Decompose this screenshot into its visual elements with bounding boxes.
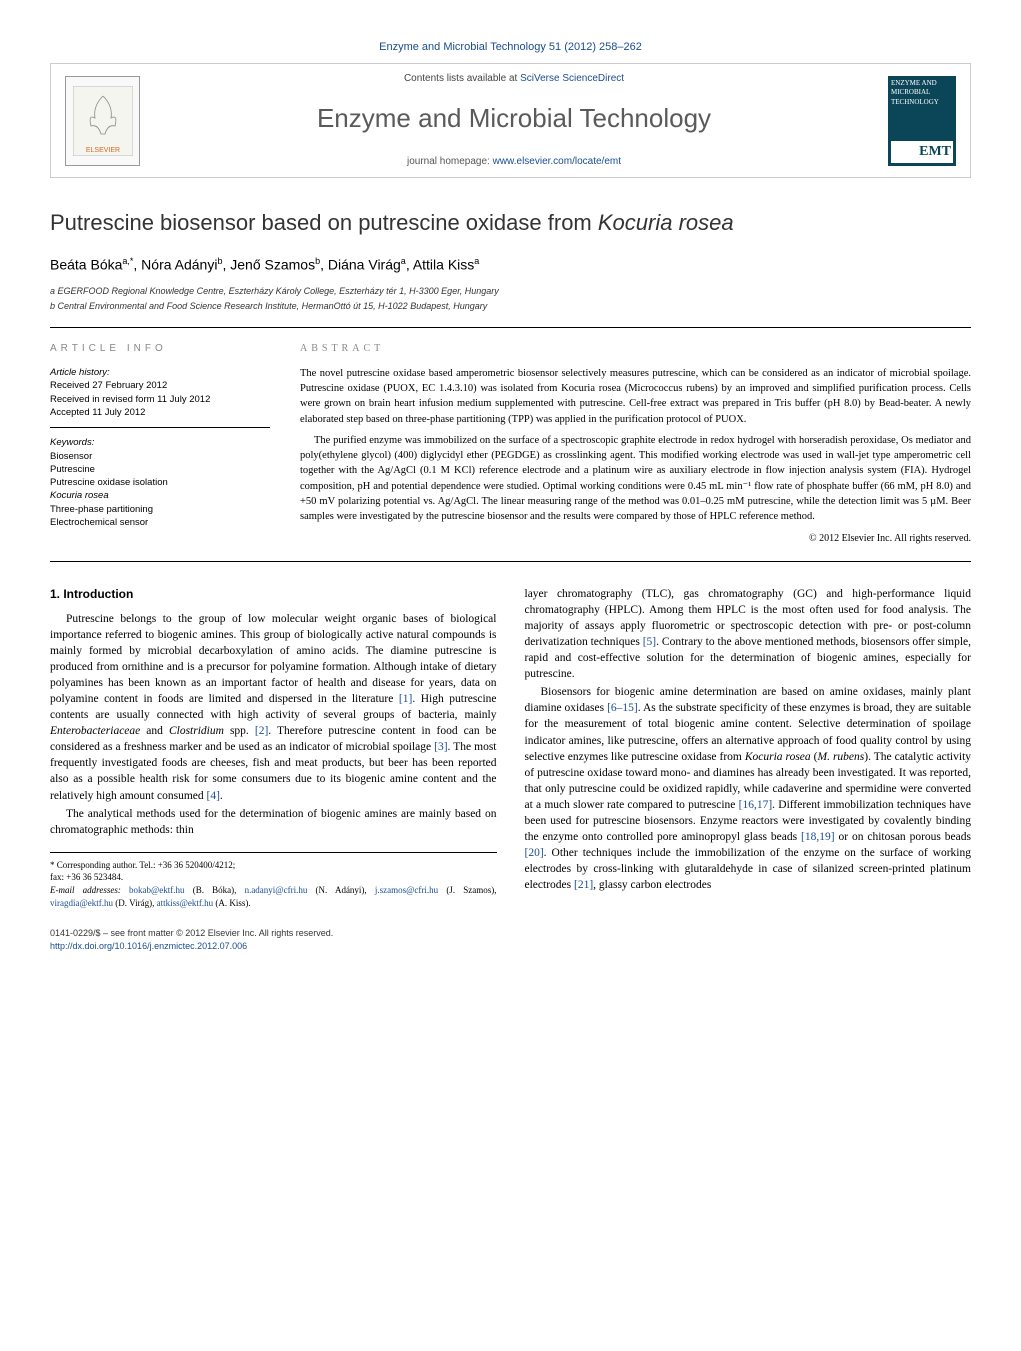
section-1-heading: 1. Introduction <box>50 586 497 603</box>
em-mrubens: M. rubens <box>818 751 865 763</box>
homepage-prefix: journal homepage: <box>407 156 493 167</box>
sciencedirect-link[interactable]: SciVerse ScienceDirect <box>520 73 624 84</box>
history-label: Article history: <box>50 366 270 379</box>
ref-20[interactable]: [20] <box>525 847 544 859</box>
body-two-columns: 1. Introduction Putrescine belongs to th… <box>50 586 971 909</box>
cover-emt-badge: EMT <box>891 141 953 163</box>
journal-cover-thumb: ENZYME AND MICROBIAL TECHNOLOGY EMT <box>888 76 956 166</box>
svg-text:ELSEVIER: ELSEVIER <box>85 147 119 154</box>
keywords-block: Keywords: BiosensorPutrescinePutrescine … <box>50 436 270 537</box>
emails-label: E-mail addresses: <box>50 885 129 895</box>
abstract-text: The novel putrescine oxidase based amper… <box>300 366 971 547</box>
email-5[interactable]: attkiss@ektf.hu <box>157 898 214 908</box>
keyword-item: Biosensor <box>50 450 270 463</box>
ref-4[interactable]: [4] <box>207 790 220 802</box>
history-received: Received 27 February 2012 <box>50 379 270 392</box>
page-container: Enzyme and Microbial Technology 51 (2012… <box>0 0 1021 992</box>
contents-available-line: Contents lists available at SciVerse Sci… <box>154 72 874 86</box>
ref-6-15[interactable]: [6–15] <box>607 702 638 714</box>
fax-line: fax: +36 36 523484. <box>50 871 497 884</box>
journal-header: ELSEVIER Contents lists available at Sci… <box>50 63 971 177</box>
bottom-bar: 0141-0229/$ – see front matter © 2012 El… <box>50 927 971 952</box>
affiliation-a: a EGERFOOD Regional Knowledge Centre, Es… <box>50 285 971 298</box>
intro-p2: The analytical methods used for the dete… <box>50 806 497 838</box>
ref-2[interactable]: [2] <box>255 725 268 737</box>
journal-header-center: Contents lists available at SciVerse Sci… <box>154 72 874 168</box>
doi-link[interactable]: http://dx.doi.org/10.1016/j.enzmictec.20… <box>50 941 247 951</box>
history-accepted: Accepted 11 July 2012 <box>50 406 270 419</box>
article-info-heading: article info <box>50 342 270 356</box>
column-1-content: 1. Introduction Putrescine belongs to th… <box>50 586 497 909</box>
keywords-label: Keywords: <box>50 436 270 449</box>
abstract-heading: abstract <box>300 342 971 356</box>
intro-p1: Putrescine belongs to the group of low m… <box>50 611 497 804</box>
intro-p4: Biosensors for biogenic amine determinat… <box>525 684 972 893</box>
column-2-content: layer chromatography (TLC), gas chromato… <box>525 586 972 894</box>
keyword-item: Putrescine oxidase isolation <box>50 476 270 489</box>
header-citation-link[interactable]: Enzyme and Microbial Technology 51 (2012… <box>50 40 971 55</box>
homepage-link[interactable]: www.elsevier.com/locate/emt <box>493 156 621 167</box>
abstract-column: abstract The novel putrescine oxidase ba… <box>300 342 971 547</box>
ref-18-19[interactable]: [18,19] <box>801 831 835 843</box>
keyword-item: Three-phase partitioning <box>50 503 270 516</box>
keywords-list: BiosensorPutrescinePutrescine oxidase is… <box>50 450 270 530</box>
article-history-block: Article history: Received 27 February 20… <box>50 366 270 428</box>
cover-text: ENZYME AND MICROBIAL TECHNOLOGY <box>891 79 953 108</box>
email-1[interactable]: bokab@ektf.hu <box>129 885 185 895</box>
abstract-copyright: © 2012 Elsevier Inc. All rights reserved… <box>300 532 971 547</box>
article-info-column: article info Article history: Received 2… <box>50 342 270 547</box>
email-3[interactable]: j.szamos@cfri.hu <box>375 885 438 895</box>
authors-line: Beáta Bókaa,*, Nóra Adányib, Jenő Szamos… <box>50 255 971 275</box>
contents-prefix: Contents lists available at <box>404 73 520 84</box>
title-italic-species: Kocuria rosea <box>598 210 734 235</box>
abstract-p2: The purified enzyme was immobilized on t… <box>300 433 971 524</box>
journal-title: Enzyme and Microbial Technology <box>154 100 874 136</box>
history-revised: Received in revised form 11 July 2012 <box>50 393 270 406</box>
journal-homepage-line: journal homepage: www.elsevier.com/locat… <box>154 155 874 169</box>
intro-p3: layer chromatography (TLC), gas chromato… <box>525 586 972 683</box>
em-clostridium: Clostridium <box>169 725 224 737</box>
ref-16-17[interactable]: [16,17] <box>739 799 773 811</box>
em-kocuria: Kocuria rosea <box>745 751 811 763</box>
keyword-item: Electrochemical sensor <box>50 516 270 529</box>
affiliation-b: b Central Environmental and Food Science… <box>50 300 971 313</box>
em-enterobacteriaceae: Enterobacteriaceae <box>50 725 140 737</box>
elsevier-tree-icon: ELSEVIER <box>73 86 133 156</box>
keyword-item: Kocuria rosea <box>50 489 270 502</box>
elsevier-logo: ELSEVIER <box>65 76 140 166</box>
footnotes-block: * Corresponding author. Tel.: +36 36 520… <box>50 852 497 909</box>
email-2[interactable]: n.adanyi@cfri.hu <box>245 885 308 895</box>
ref-1[interactable]: [1] <box>399 693 412 705</box>
article-title: Putrescine biosensor based on putrescine… <box>50 208 971 239</box>
ref-21[interactable]: [21] <box>574 879 593 891</box>
ref-3[interactable]: [3] <box>434 741 447 753</box>
ref-5[interactable]: [5] <box>643 636 656 648</box>
info-abstract-row: article info Article history: Received 2… <box>50 327 971 562</box>
abstract-p1: The novel putrescine oxidase based amper… <box>300 366 971 427</box>
front-matter-line: 0141-0229/$ – see front matter © 2012 El… <box>50 927 971 940</box>
title-plain: Putrescine biosensor based on putrescine… <box>50 210 598 235</box>
email-4[interactable]: viragdia@ektf.hu <box>50 898 113 908</box>
corresponding-author: * Corresponding author. Tel.: +36 36 520… <box>50 859 497 872</box>
keyword-item: Putrescine <box>50 463 270 476</box>
email-addresses: E-mail addresses: bokab@ektf.hu (B. Bóka… <box>50 884 497 909</box>
